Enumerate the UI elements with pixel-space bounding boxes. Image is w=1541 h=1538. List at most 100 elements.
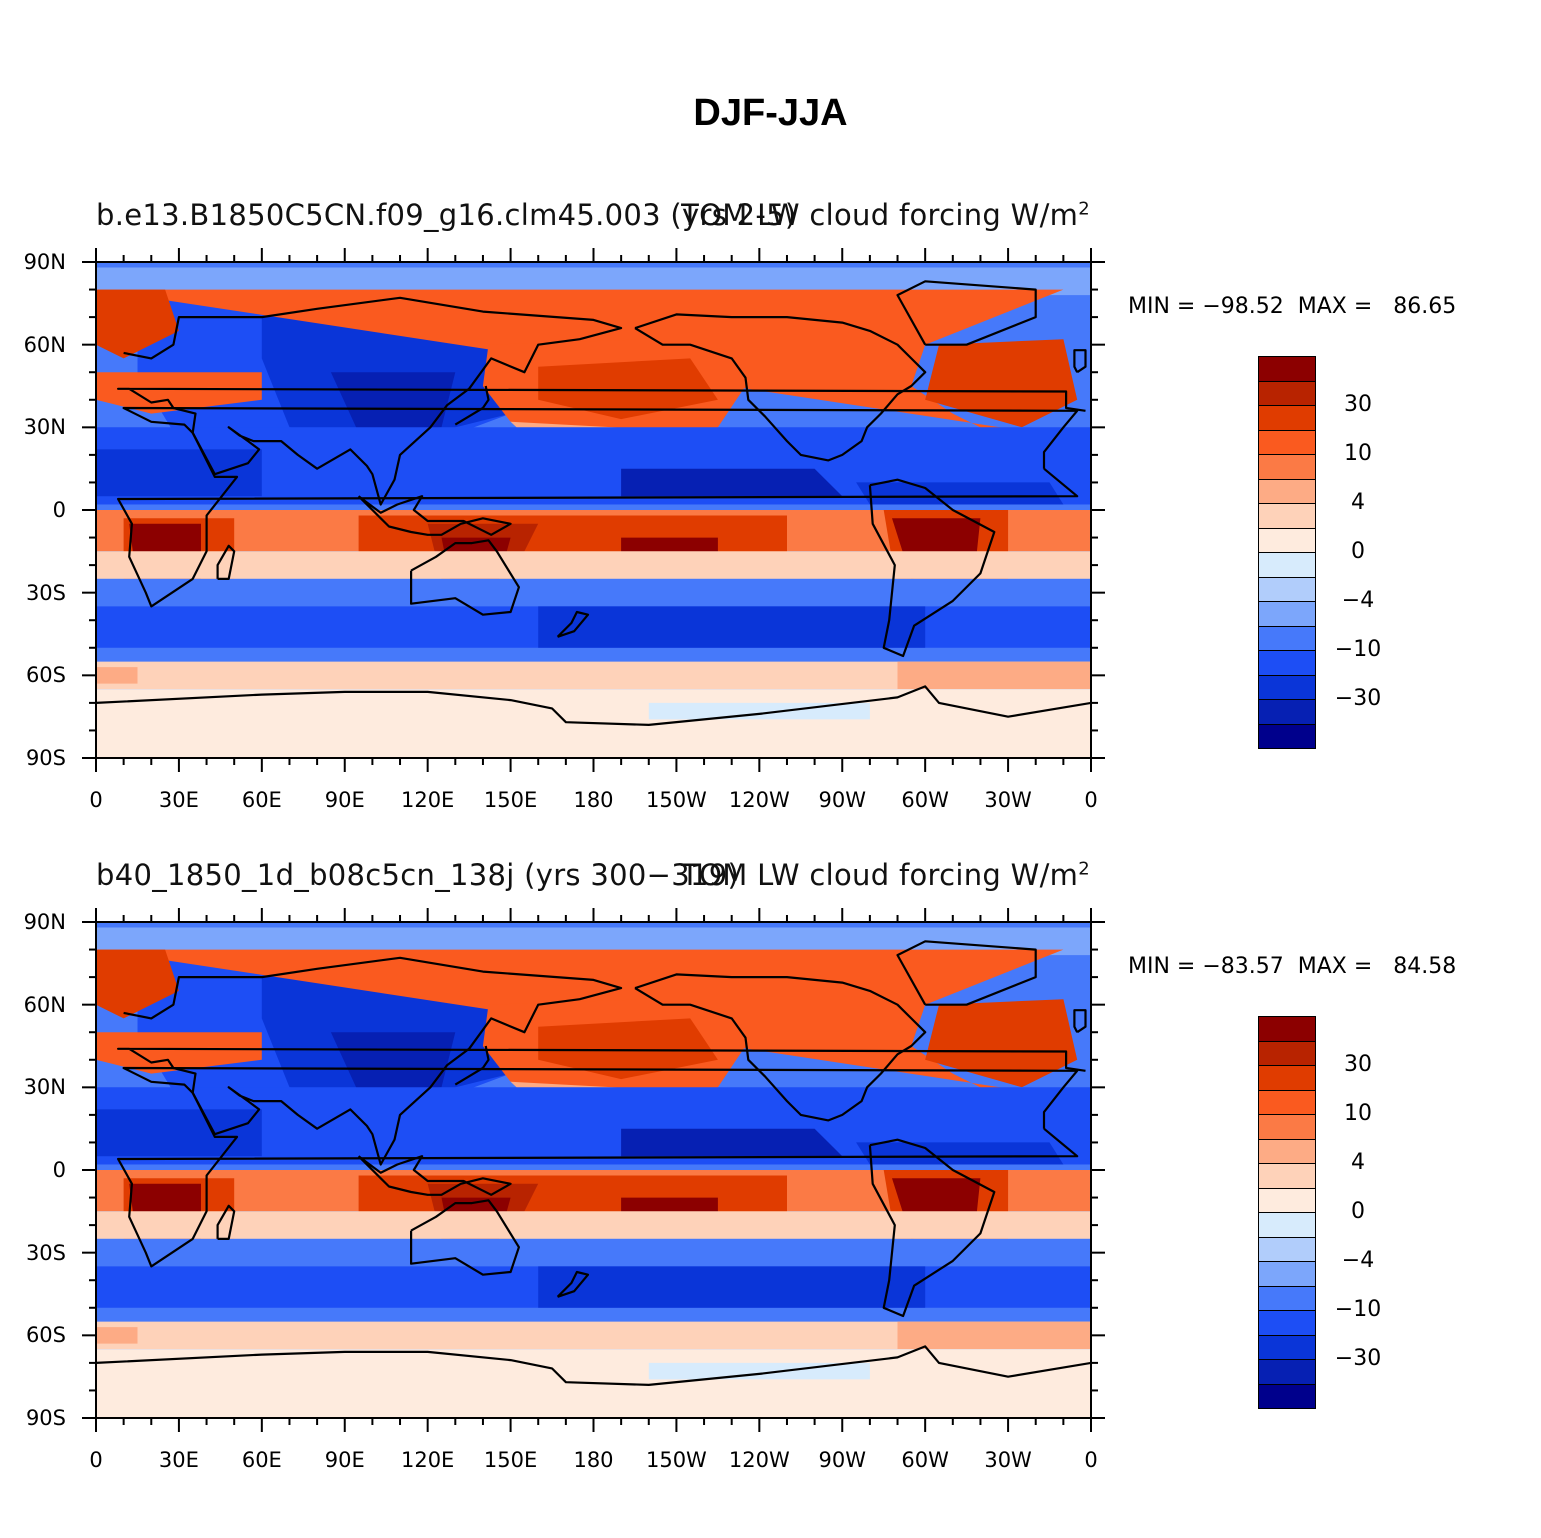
panel-top-coastline bbox=[117, 296, 1086, 506]
panel-bottom-coastline bbox=[868, 1138, 996, 1318]
panel-bottom-lon-label: 120E bbox=[400, 1448, 455, 1472]
panel-bottom-colorbar-swatch bbox=[1258, 1285, 1316, 1311]
panel-top-lat-label: 30S bbox=[25, 580, 66, 605]
panel-top-contour-region bbox=[96, 427, 1091, 505]
panel-bottom-colorbar-swatch bbox=[1258, 1187, 1316, 1213]
panel-bottom-lat-label: 60N bbox=[23, 992, 66, 1017]
panel-top-coastline bbox=[1073, 349, 1087, 374]
panel-top-colorbar-swatch bbox=[1258, 380, 1316, 406]
panel-bottom-contour-region bbox=[96, 1032, 262, 1074]
panel-top-lon-label: 0 bbox=[89, 788, 103, 812]
panel-bottom-colorbar-label: 4 bbox=[1351, 1150, 1365, 1175]
panel-top-colorbar-swatch bbox=[1258, 601, 1316, 627]
panel-bottom-min-max: MIN = −83.57 MAX = 84.58 bbox=[1128, 954, 1457, 979]
panel-top-case-title: b.e13.B1850C5CN.f09_g16.clm45.003 (yrs 2… bbox=[96, 198, 797, 232]
panel-bottom-lat-label: 90N bbox=[23, 910, 66, 934]
panel-top-lon-label: 150W bbox=[645, 788, 707, 812]
panel-bottom-contour-region bbox=[330, 1032, 456, 1093]
panel-bottom-colorbar-swatch bbox=[1258, 1334, 1316, 1360]
panel-top-contour-region bbox=[925, 339, 1078, 428]
panel-top-contour-region bbox=[96, 267, 1091, 296]
panel-bottom-contour-region bbox=[538, 1018, 718, 1080]
panel-top-colorbar-swatch bbox=[1258, 552, 1316, 578]
panel-bottom-lon-label: 150W bbox=[645, 1448, 707, 1472]
panel-top-units: W/m bbox=[1010, 198, 1079, 232]
panel-top-colorbar-swatch bbox=[1258, 650, 1316, 676]
panel-top-coastline bbox=[868, 478, 996, 658]
panel-top-coastline bbox=[216, 544, 236, 580]
panel-bottom-lon-label: 150E bbox=[483, 1448, 538, 1472]
panel-bottom: b40_1850_1d_b08c5cn_138j (yrs 300−319) TO… bbox=[0, 856, 1541, 1496]
panel-top-colorbar-label: 0 bbox=[1351, 539, 1365, 564]
panel-top-coastline bbox=[410, 539, 520, 616]
figure-title: DJF-JJA bbox=[693, 92, 848, 134]
panel-bottom-lat-label: 60S bbox=[25, 1323, 66, 1348]
panel-top-lat-label: 30N bbox=[23, 415, 66, 440]
panel-bottom-colorbar-label: 30 bbox=[1344, 1052, 1372, 1077]
panel-bottom-lon-label: 0 bbox=[1084, 1448, 1098, 1472]
panel-top-colorbar-swatch bbox=[1258, 527, 1316, 553]
panel-bottom-lat-label: 30S bbox=[25, 1240, 66, 1265]
panel-bottom-colorbar bbox=[1258, 1016, 1316, 1409]
panel-top-coastline bbox=[634, 313, 927, 462]
panel-top-colorbar-label: −30 bbox=[1334, 686, 1382, 711]
panel-top-lon-label: 180 bbox=[573, 788, 614, 812]
panel-bottom-contour-region bbox=[96, 949, 179, 1019]
panel-bottom-colorbar-label: −10 bbox=[1334, 1297, 1382, 1322]
panel-bottom-contour-region bbox=[538, 1266, 926, 1308]
panel-bottom-contour-region bbox=[96, 1109, 262, 1157]
panel-bottom-coastline bbox=[357, 1155, 512, 1196]
panel-top-coastline bbox=[556, 610, 590, 638]
panel-top-contour-region bbox=[96, 372, 262, 414]
panel-top-colorbar-swatch bbox=[1258, 429, 1316, 455]
panel-top-colorbar-swatch bbox=[1258, 723, 1316, 749]
panel-top-colorbar-label: 10 bbox=[1344, 441, 1372, 466]
panel-top-contour-region bbox=[96, 661, 1091, 690]
panel-top-coastline bbox=[117, 406, 1079, 608]
panel-top-contour-region bbox=[96, 667, 138, 684]
panel-bottom-colorbar-swatch bbox=[1258, 1383, 1316, 1409]
panel-bottom-colorbar-swatch bbox=[1258, 1310, 1316, 1336]
panel-bottom-colorbar-swatch bbox=[1258, 1065, 1316, 1091]
panel-bottom-lon-label: 120W bbox=[728, 1448, 790, 1472]
panel-bottom-colorbar-swatch bbox=[1258, 1138, 1316, 1164]
panel-top-contour-region bbox=[96, 289, 179, 359]
panel-top-colorbar-swatch bbox=[1258, 674, 1316, 700]
panel-bottom-colorbar-label: −4 bbox=[1341, 1248, 1375, 1273]
panel-top-colorbar-swatch bbox=[1258, 405, 1316, 431]
panel-bottom-lon-label: 60E bbox=[241, 1448, 282, 1472]
panel-top-coastline bbox=[96, 685, 1091, 726]
panel-bottom-coastline bbox=[117, 1066, 1079, 1268]
panel-bottom-lon-label: 90W bbox=[818, 1448, 867, 1472]
panel-bottom-coastline bbox=[216, 1204, 236, 1240]
panel-bottom-units-exponent: 2 bbox=[1078, 858, 1090, 880]
panel-top-coastline bbox=[896, 280, 1037, 346]
panel-top-colorbar-swatch bbox=[1258, 478, 1316, 504]
panel-bottom-colorbar-swatch bbox=[1258, 1114, 1316, 1140]
panel-bottom-variable-title: TOM LW cloud forcing W/m2 bbox=[681, 858, 1090, 892]
panel-bottom-lat-label: 0 bbox=[52, 1158, 66, 1182]
panel-top-contour-region bbox=[856, 482, 1064, 505]
panel-top-contour-region bbox=[96, 449, 262, 497]
panel-bottom-coastline bbox=[556, 1270, 590, 1298]
panel-bottom-units: W/m bbox=[1010, 858, 1079, 892]
panel-bottom-coastline bbox=[1073, 1009, 1087, 1034]
panel-top-units-exponent: 2 bbox=[1078, 198, 1090, 220]
panel-bottom-coastline bbox=[634, 973, 927, 1122]
panel-bottom-contour-region bbox=[96, 1321, 1091, 1350]
panel-bottom-variable-name: TOM LW cloud forcing bbox=[681, 858, 1002, 892]
panel-top-lon-label: 120W bbox=[728, 788, 790, 812]
panel-bottom-map-svg bbox=[82, 908, 1105, 1432]
panel-bottom-contour-region bbox=[96, 949, 1091, 1115]
panel-bottom-contour-region bbox=[897, 1321, 1091, 1350]
panel-bottom-colorbar-swatch bbox=[1258, 1040, 1316, 1066]
panel-top-contour-region bbox=[621, 468, 843, 497]
panel-top-lon-label: 90W bbox=[818, 788, 867, 812]
panel-top-lat-label: 90N bbox=[23, 250, 66, 274]
panel-bottom-contour-region bbox=[96, 927, 1091, 956]
panel-top-contour-region bbox=[538, 358, 718, 420]
panel-bottom-coastline bbox=[410, 1199, 520, 1276]
panel-top-colorbar-swatch bbox=[1258, 454, 1316, 480]
panel-top-colorbar-swatch bbox=[1258, 356, 1316, 382]
panel-bottom-contour-region bbox=[96, 1327, 138, 1344]
